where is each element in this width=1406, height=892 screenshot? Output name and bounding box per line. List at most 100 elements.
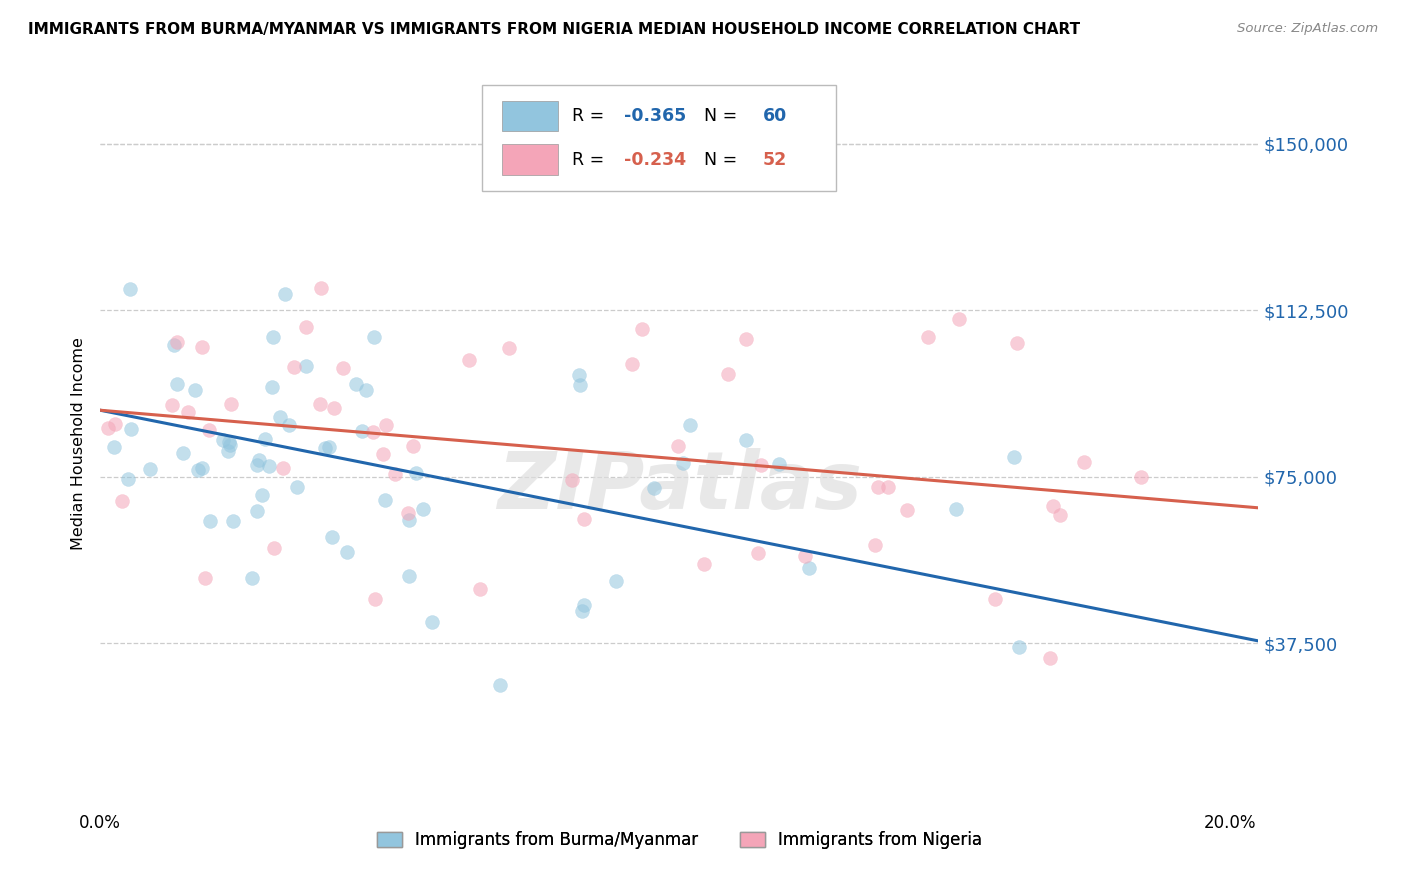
Point: [1130, 469, 1153, 483]
Point: [876, 480, 898, 494]
Point: [572, 512, 595, 526]
Point: [375, 417, 398, 432]
Point: [666, 440, 689, 454]
Y-axis label: Median Household Income: Median Household Income: [72, 337, 86, 550]
Point: [263, 541, 285, 556]
Text: N =: N =: [693, 107, 742, 125]
Point: [323, 401, 346, 415]
Point: [693, 558, 716, 572]
Point: [217, 443, 239, 458]
Point: [568, 368, 591, 382]
Point: [948, 312, 970, 326]
Legend: Immigrants from Burma/Myanmar, Immigrants from Nigeria: Immigrants from Burma/Myanmar, Immigrant…: [370, 825, 988, 856]
Point: [259, 458, 281, 473]
Point: [212, 434, 235, 448]
Point: [103, 440, 125, 454]
Point: [420, 615, 443, 629]
Point: [166, 335, 188, 350]
Point: [1073, 455, 1095, 469]
Point: [735, 434, 758, 448]
Text: ZIPatlas: ZIPatlas: [496, 449, 862, 526]
Point: [734, 332, 756, 346]
Point: [283, 359, 305, 374]
Point: [398, 569, 420, 583]
Point: [344, 377, 367, 392]
Point: [568, 377, 591, 392]
Point: [160, 398, 183, 412]
Point: [118, 282, 141, 296]
Point: [561, 473, 583, 487]
Point: [262, 380, 284, 394]
Point: [364, 591, 387, 606]
Point: [489, 678, 512, 692]
Point: [246, 504, 269, 518]
Point: [1007, 335, 1029, 350]
Point: [336, 545, 359, 559]
Text: 52: 52: [762, 151, 787, 169]
Point: [361, 425, 384, 439]
Point: [371, 447, 394, 461]
Point: [398, 513, 420, 527]
Point: [917, 329, 939, 343]
Point: [1008, 640, 1031, 654]
Point: [269, 410, 291, 425]
Point: [401, 439, 423, 453]
Point: [643, 481, 665, 495]
Text: -0.234: -0.234: [624, 151, 686, 169]
Text: R =: R =: [572, 151, 609, 169]
Point: [274, 286, 297, 301]
Point: [984, 591, 1007, 606]
Point: [412, 502, 434, 516]
Point: [221, 396, 243, 410]
Point: [177, 405, 200, 419]
Text: IMMIGRANTS FROM BURMA/MYANMAR VS IMMIGRANTS FROM NIGERIA MEDIAN HOUSEHOLD INCOME: IMMIGRANTS FROM BURMA/MYANMAR VS IMMIGRA…: [28, 22, 1080, 37]
Point: [350, 424, 373, 438]
Text: Source: ZipAtlas.com: Source: ZipAtlas.com: [1237, 22, 1378, 36]
Point: [768, 458, 790, 472]
Point: [184, 383, 207, 397]
Point: [117, 472, 139, 486]
Point: [172, 445, 194, 459]
Point: [273, 460, 295, 475]
Point: [868, 480, 890, 494]
Text: 60: 60: [762, 107, 787, 125]
Point: [896, 503, 918, 517]
Point: [200, 514, 222, 528]
Text: R =: R =: [572, 107, 609, 125]
Point: [191, 461, 214, 475]
Point: [332, 361, 354, 376]
Point: [672, 456, 695, 470]
Point: [219, 437, 242, 451]
Point: [1002, 450, 1025, 464]
Point: [104, 417, 127, 432]
Point: [717, 367, 740, 381]
Point: [314, 441, 336, 455]
Point: [120, 422, 142, 436]
Point: [309, 397, 332, 411]
Point: [250, 488, 273, 502]
Point: [571, 604, 593, 618]
Point: [747, 546, 769, 560]
Point: [457, 352, 479, 367]
Point: [262, 330, 284, 344]
Point: [396, 506, 419, 520]
Point: [321, 530, 343, 544]
Point: [1038, 651, 1060, 665]
Point: [1042, 499, 1064, 513]
Point: [945, 502, 967, 516]
Point: [277, 418, 299, 433]
Point: [679, 417, 702, 432]
Point: [863, 538, 886, 552]
Point: [295, 359, 318, 374]
Point: [97, 421, 120, 435]
Point: [1049, 508, 1071, 522]
Point: [354, 384, 377, 398]
Point: [285, 481, 308, 495]
Point: [631, 322, 654, 336]
Point: [318, 441, 340, 455]
Point: [245, 458, 267, 472]
Point: [309, 281, 332, 295]
Point: [498, 341, 520, 355]
Point: [166, 376, 188, 391]
FancyBboxPatch shape: [502, 145, 558, 175]
